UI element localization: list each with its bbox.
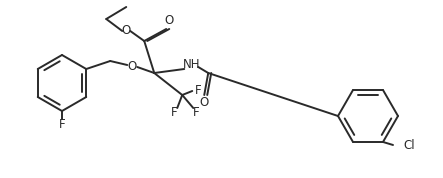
Text: F: F: [171, 106, 178, 119]
Text: O: O: [122, 25, 131, 38]
Text: Cl: Cl: [403, 140, 415, 153]
Text: F: F: [193, 106, 199, 119]
Text: NH: NH: [183, 57, 200, 70]
Text: O: O: [165, 14, 174, 27]
Text: O: O: [128, 61, 137, 74]
Text: O: O: [200, 96, 209, 109]
Text: F: F: [58, 117, 65, 130]
Text: F: F: [195, 85, 202, 98]
